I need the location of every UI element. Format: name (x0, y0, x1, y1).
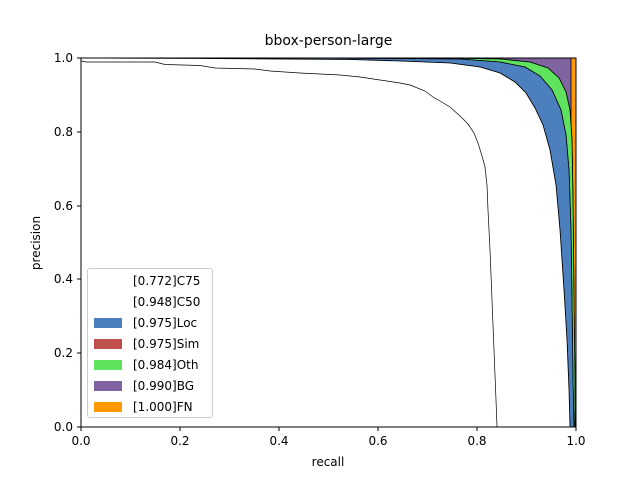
x-axis: 0.0 0.2 0.4 0.6 0.8 1.0 recall (71, 427, 586, 469)
legend-swatch (94, 297, 122, 307)
legend-item-c50: [0.948]C50 (94, 294, 200, 310)
y-tick-label: 1.0 (54, 51, 73, 65)
chart-title: bbox-person-large (264, 33, 393, 49)
y-axis-label: precision (29, 216, 43, 270)
legend: [0.772]C75 [0.948]C50 [0.975]Loc [0.975]… (87, 268, 213, 418)
y-tick-label: 0.4 (54, 272, 73, 286)
legend-swatch (94, 339, 122, 349)
legend-swatch (94, 276, 122, 286)
x-tick-label: 0.4 (269, 434, 288, 448)
legend-label: [0.975]Sim (133, 337, 200, 351)
c75-curve-main (80, 60, 498, 428)
legend-item-loc: [0.975]Loc (94, 315, 197, 331)
legend-item-sim: [0.975]Sim (94, 336, 199, 352)
legend-label: [0.772]C75 (133, 274, 201, 288)
legend-item-c75: [0.772]C75 (94, 273, 200, 289)
y-tick-label: 0.6 (54, 199, 73, 213)
legend-label: [0.975]Loc (133, 316, 198, 330)
legend-label: [0.984]Oth (133, 358, 199, 372)
legend-swatch (94, 360, 122, 370)
legend-swatch (94, 381, 122, 391)
x-tick-label: 0.2 (170, 434, 189, 448)
y-axis: 0.0 0.2 0.4 0.6 0.8 1.0 precision (29, 51, 81, 434)
x-tick-label: 0.0 (71, 434, 90, 448)
x-tick-label: 1.0 (566, 434, 585, 448)
legend-swatch (94, 318, 122, 328)
legend-swatch (94, 402, 122, 412)
x-axis-label: recall (312, 455, 345, 469)
x-tick-label: 0.6 (368, 434, 387, 448)
legend-label: [0.990]BG (133, 379, 195, 393)
y-tick-label: 0.0 (54, 420, 73, 434)
legend-item-oth: [0.984]Oth (94, 357, 198, 373)
legend-label: [0.948]C50 (133, 295, 201, 309)
legend-label: [1.000]FN (133, 400, 193, 414)
x-tick-label: 0.8 (467, 434, 486, 448)
y-tick-label: 0.2 (54, 346, 73, 360)
axes-frame (80, 57, 577, 428)
legend-item-bg: [0.990]BG (94, 378, 194, 394)
y-tick-label: 0.8 (54, 125, 73, 139)
legend-item-fn: [1.000]FN (94, 399, 193, 415)
